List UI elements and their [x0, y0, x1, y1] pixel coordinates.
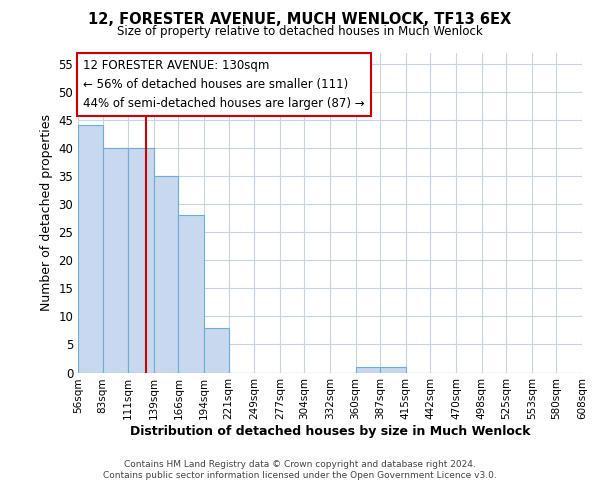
Text: Contains HM Land Registry data © Crown copyright and database right 2024.: Contains HM Land Registry data © Crown c… [124, 460, 476, 469]
Text: 12 FORESTER AVENUE: 130sqm
← 56% of detached houses are smaller (111)
44% of sem: 12 FORESTER AVENUE: 130sqm ← 56% of deta… [83, 59, 365, 110]
Bar [204, 328, 229, 372]
X-axis label: Distribution of detached houses by size in Much Wenlock: Distribution of detached houses by size … [130, 425, 530, 438]
Bar [380, 367, 406, 372]
Text: 12, FORESTER AVENUE, MUCH WENLOCK, TF13 6EX: 12, FORESTER AVENUE, MUCH WENLOCK, TF13 … [88, 12, 512, 28]
Bar [178, 216, 204, 372]
Bar [356, 367, 380, 372]
Y-axis label: Number of detached properties: Number of detached properties [40, 114, 53, 311]
Text: Contains public sector information licensed under the Open Government Licence v3: Contains public sector information licen… [103, 471, 497, 480]
Text: Size of property relative to detached houses in Much Wenlock: Size of property relative to detached ho… [117, 25, 483, 38]
Bar [103, 148, 128, 372]
Bar [154, 176, 178, 372]
Bar [78, 126, 103, 372]
Bar [128, 148, 154, 372]
